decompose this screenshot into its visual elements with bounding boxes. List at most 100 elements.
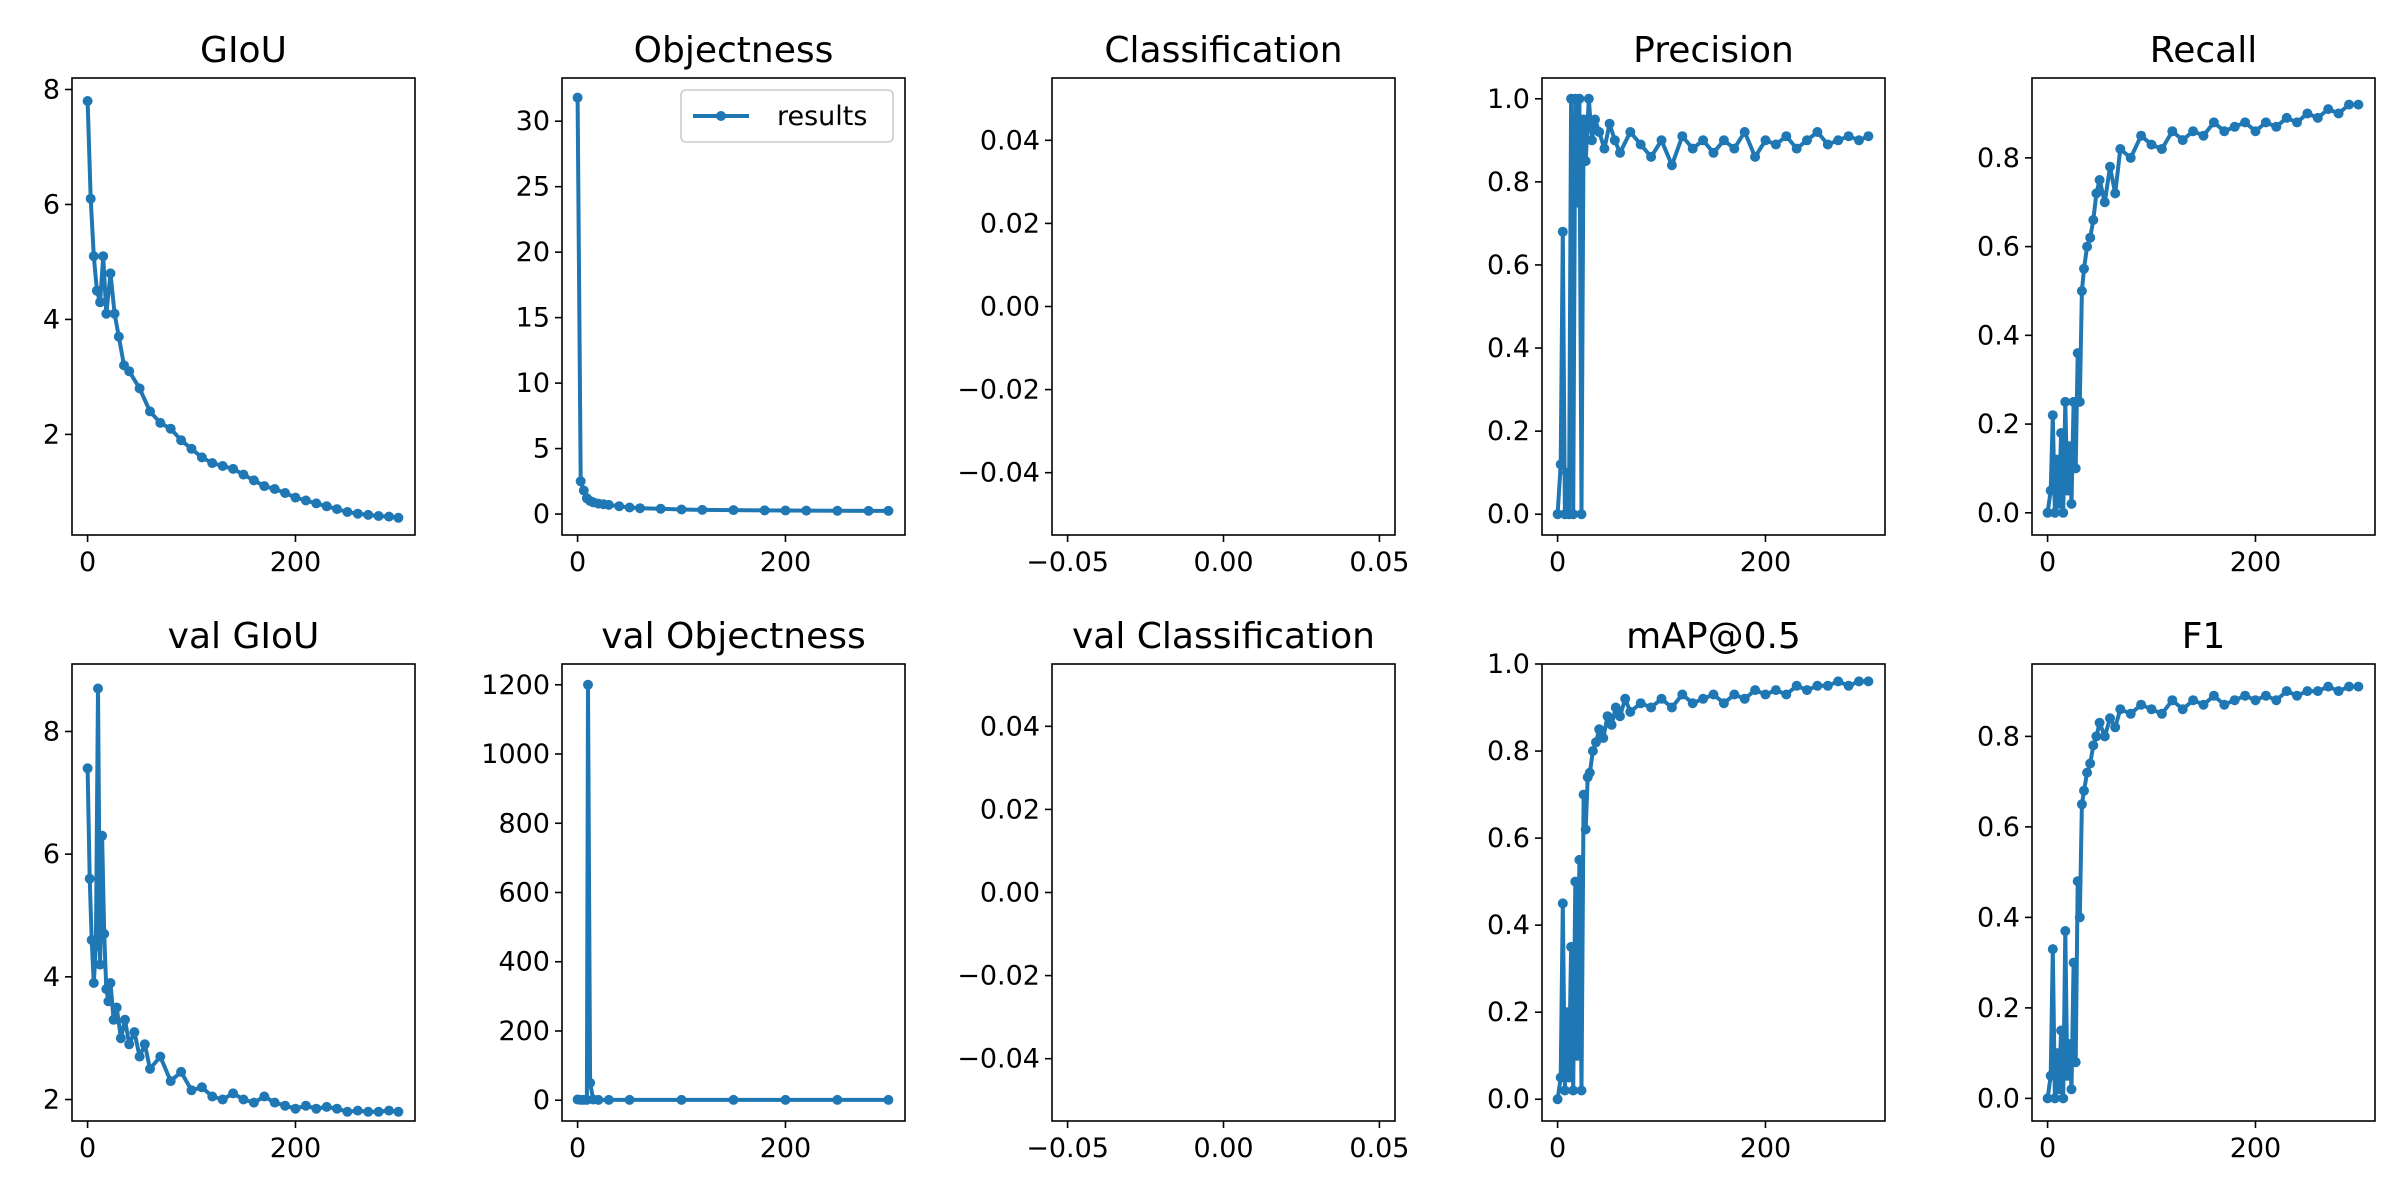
data-point — [1583, 93, 1594, 104]
series-group — [1552, 676, 1874, 1105]
x-tick-label: 0 — [2039, 1133, 2056, 1164]
series-group — [572, 92, 894, 516]
data-point — [248, 475, 259, 486]
data-point — [269, 484, 280, 494]
data-point — [1656, 693, 1667, 704]
data-point — [113, 331, 124, 342]
data-point — [2188, 126, 2199, 137]
data-point — [1615, 711, 1625, 722]
data-point — [207, 458, 218, 469]
data-point — [2079, 263, 2089, 274]
data-point — [1578, 114, 1589, 125]
data-point — [624, 1094, 635, 1105]
data-point — [2136, 130, 2147, 141]
data-point — [2105, 713, 2115, 724]
y-tick-label: 400 — [498, 947, 550, 978]
data-point — [603, 1094, 614, 1105]
data-point — [84, 873, 95, 884]
data-point — [342, 507, 353, 517]
data-point — [2074, 912, 2085, 923]
data-point — [2056, 428, 2067, 438]
data-point — [1843, 131, 1854, 142]
data-point — [2260, 690, 2271, 701]
data-point — [2146, 139, 2157, 150]
data-point — [363, 1106, 374, 1117]
y-tick-label: 0.0 — [1977, 1083, 2020, 1114]
data-point — [88, 251, 99, 262]
data-point — [129, 1027, 140, 1038]
data-point — [1698, 135, 1709, 146]
data-point — [1574, 93, 1585, 104]
data-point — [2094, 175, 2105, 185]
data-point — [801, 505, 812, 516]
data-point — [2072, 348, 2083, 359]
x-tick-label: 200 — [2230, 547, 2282, 578]
x-tick-label: 200 — [2230, 1133, 2282, 1164]
data-point — [95, 959, 106, 970]
data-point — [145, 406, 155, 417]
data-point — [269, 1097, 280, 1108]
data-point — [352, 508, 363, 519]
y-tick-label: 0.00 — [980, 878, 1040, 909]
axes-frame — [2031, 77, 2376, 536]
data-point — [883, 1094, 894, 1105]
data-point — [2312, 686, 2323, 697]
data-point — [1598, 733, 1609, 743]
data-point — [1781, 689, 1792, 700]
data-point — [109, 308, 120, 319]
data-point — [759, 505, 770, 516]
data-point — [1564, 1072, 1574, 1083]
series-line — [1555, 96, 1870, 517]
y-tick-label: 0.0 — [1487, 1084, 1530, 1115]
data-point — [1677, 689, 1688, 700]
data-point — [290, 1103, 301, 1114]
data-point — [1568, 509, 1579, 520]
data-point — [2064, 441, 2075, 452]
subplot-title: Recall — [2150, 30, 2257, 71]
y-tick-label: 0.0 — [1487, 499, 1530, 530]
data-point — [2219, 126, 2230, 137]
data-point — [635, 503, 645, 514]
data-point — [2091, 188, 2102, 199]
data-point — [186, 443, 197, 454]
data-point — [120, 1014, 130, 1025]
data-point — [2051, 454, 2062, 465]
data-point — [228, 463, 239, 474]
data-point — [311, 498, 322, 509]
y-tick-label: 2 — [43, 419, 60, 450]
data-point — [2051, 1048, 2062, 1059]
data-point — [2099, 197, 2110, 208]
x-tick-label: 200 — [1740, 1133, 1792, 1164]
data-point — [1729, 689, 1740, 700]
y-tick-label: 1.0 — [1487, 649, 1530, 680]
data-point — [97, 830, 108, 841]
y-tick-label: 6 — [43, 189, 60, 220]
data-point — [2062, 485, 2073, 496]
data-point — [1587, 746, 1598, 756]
x-tick-label: 0 — [2039, 547, 2056, 578]
data-point — [1572, 197, 1583, 208]
y-tick-label: 0.4 — [1977, 320, 2020, 351]
data-point — [1591, 737, 1601, 748]
data-point — [134, 383, 145, 394]
data-point — [2229, 695, 2240, 706]
data-point — [2156, 144, 2167, 154]
subplot-objectness: Objectness 0 200 0 5 10 15 20 25 30 results — [516, 30, 906, 578]
y-tick-label: −0.02 — [957, 375, 1040, 406]
data-point — [1580, 824, 1591, 835]
data-point — [186, 1085, 197, 1096]
data-point — [165, 423, 176, 434]
data-point — [105, 268, 116, 279]
subplot-precision: Precision 0 200 0.0 0.2 0.4 0.6 0.8 1.0 — [1487, 30, 1886, 578]
legend-label: results — [777, 101, 867, 132]
axes-frame — [561, 77, 906, 536]
x-tick-label: 0 — [569, 547, 586, 578]
data-point — [1791, 680, 1802, 691]
y-tick-label: 0.6 — [1487, 250, 1530, 281]
y-tick-label: 5 — [533, 434, 550, 465]
data-point — [1812, 680, 1823, 691]
data-point — [259, 481, 270, 492]
data-point — [145, 1063, 155, 1074]
data-point — [2049, 507, 2060, 518]
data-point — [2088, 215, 2099, 225]
